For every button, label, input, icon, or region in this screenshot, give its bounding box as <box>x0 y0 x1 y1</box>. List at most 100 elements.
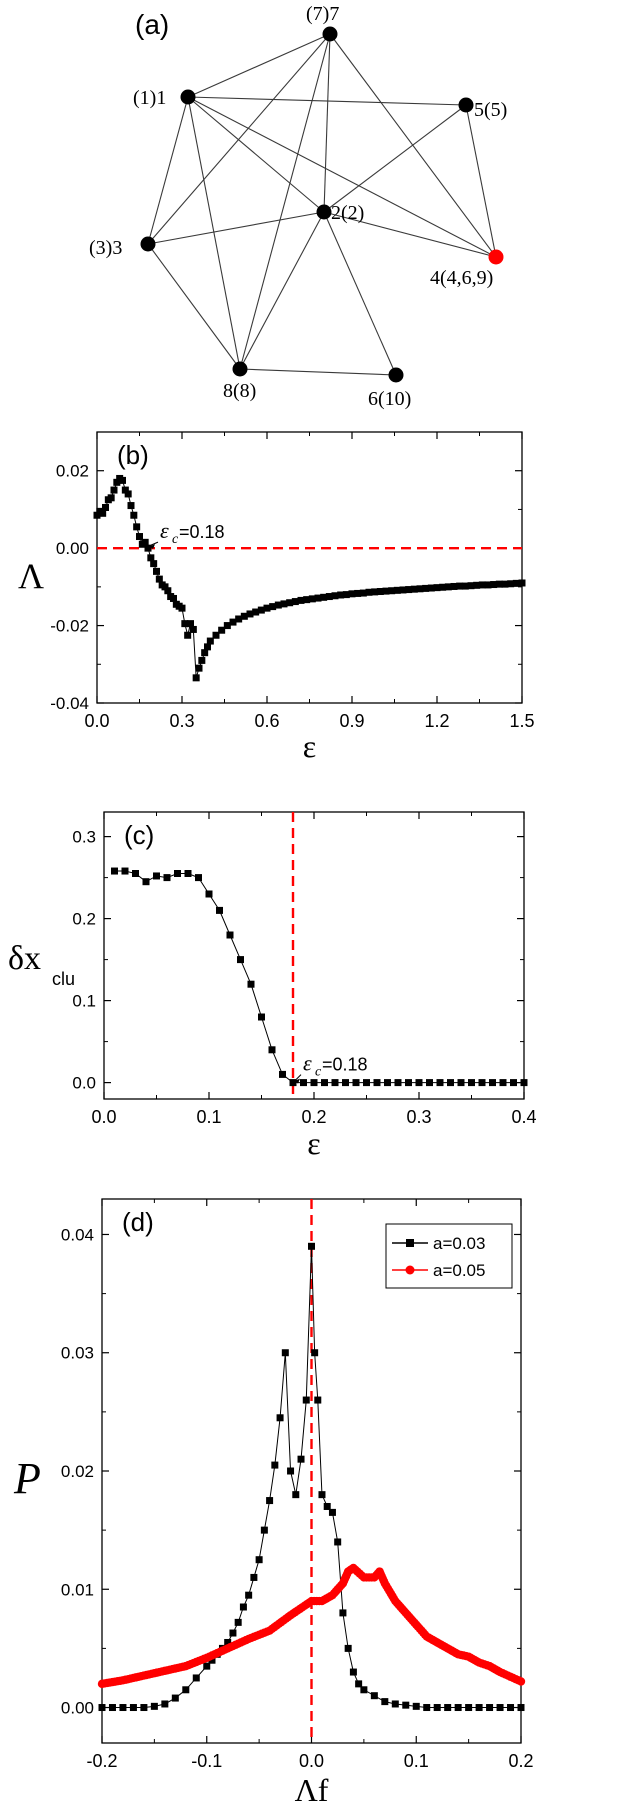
data-point <box>314 594 322 602</box>
data-point <box>224 1638 232 1646</box>
x-tick-label: 0.9 <box>339 711 364 731</box>
x-tick-label: 1.2 <box>424 711 449 731</box>
data-point <box>178 604 186 612</box>
annotation-arrow <box>150 541 159 546</box>
data-point <box>454 1704 462 1712</box>
y-tick-label: 0.1 <box>72 992 96 1011</box>
data-point <box>130 511 138 519</box>
data-point <box>171 1694 179 1702</box>
data-point <box>189 625 197 633</box>
data-point <box>363 1079 370 1087</box>
annotation-arrow <box>295 1074 302 1080</box>
data-point <box>245 1591 253 1599</box>
data-point <box>339 1609 347 1617</box>
legend: a=0.03 a=0.05 <box>385 1223 513 1289</box>
data-point <box>237 956 244 964</box>
data-point <box>184 870 192 877</box>
x-axis-label: ε <box>307 1125 320 1161</box>
data-point <box>99 509 107 517</box>
data-point <box>124 490 132 498</box>
data-point <box>195 664 203 672</box>
data-point <box>297 596 305 604</box>
data-point <box>132 870 139 877</box>
data-point <box>359 589 367 597</box>
data-point <box>287 1467 295 1475</box>
data-point <box>457 1079 465 1087</box>
data-point <box>257 606 265 614</box>
data-point <box>192 674 200 682</box>
data-point <box>415 1079 423 1087</box>
data-point <box>297 1455 305 1463</box>
legend-label: a=0.03 <box>433 1234 485 1253</box>
data-point <box>281 1349 289 1357</box>
data-point <box>447 1079 454 1087</box>
plot-frame <box>96 431 523 704</box>
data-point <box>121 486 129 494</box>
x-tick-label: 0.2 <box>508 1751 533 1771</box>
data-point <box>308 1242 315 1250</box>
network-node <box>140 236 156 252</box>
data-point <box>331 1079 339 1087</box>
data-point <box>274 601 282 609</box>
network-node <box>388 367 404 383</box>
panel-a-label: (a) <box>135 9 169 40</box>
data-point <box>192 1674 200 1682</box>
network-edge <box>323 211 497 258</box>
data-point <box>266 1497 274 1505</box>
data-point <box>110 486 118 494</box>
data-point <box>331 592 339 600</box>
x-tick-label: -0.2 <box>86 1751 117 1771</box>
annotation-arrowhead <box>295 1078 300 1084</box>
data-point <box>323 1502 331 1510</box>
x-tick-label: 0.0 <box>84 711 109 731</box>
data-point <box>520 1079 528 1087</box>
data-point <box>334 1538 342 1546</box>
data-point <box>258 1013 265 1021</box>
network-edge <box>239 368 397 376</box>
data-point <box>399 586 407 594</box>
data-point <box>314 1396 322 1404</box>
network-node-label: 2(2) <box>331 202 364 224</box>
data-point <box>98 1704 106 1712</box>
network-node <box>488 249 504 265</box>
data-point <box>384 1079 391 1087</box>
data-point <box>518 579 526 587</box>
data-point <box>129 1704 137 1712</box>
network-node-label: 8(8) <box>223 380 256 402</box>
data-point <box>467 582 475 590</box>
data-point <box>405 586 413 594</box>
data-point <box>260 1526 268 1534</box>
data-point <box>373 1079 381 1087</box>
data-point <box>276 1414 284 1422</box>
data-point <box>291 598 299 606</box>
x-tick-label: 0.3 <box>406 1107 431 1127</box>
data-point <box>499 1079 507 1087</box>
data-point <box>208 1656 216 1664</box>
panel-label: (b) <box>117 440 149 470</box>
network-edge <box>323 33 331 213</box>
data-point <box>342 1079 349 1087</box>
data-point <box>365 588 373 596</box>
data-point <box>119 476 126 484</box>
y-tick-label: 0.02 <box>61 1462 94 1481</box>
data-point <box>355 1680 363 1688</box>
network-node <box>180 89 196 105</box>
data-point <box>394 1079 402 1087</box>
data-point <box>218 626 226 634</box>
network-edge <box>465 104 497 258</box>
x-tick-label: 0.0 <box>299 1751 324 1771</box>
network-edge <box>323 104 467 213</box>
panel-b-lyapunov-chart: 0.0 0.3 0.6 0.9 1.2 1.5 -0.04 -0.02 0.00 0.02 (b) ε… <box>18 431 535 764</box>
data-point <box>478 1079 486 1087</box>
network-edge <box>147 96 189 245</box>
x-tick-label: 0.1 <box>404 1751 429 1771</box>
data-point <box>328 1508 336 1516</box>
y-tick-label: 0.2 <box>72 910 96 929</box>
network-edge <box>187 96 497 258</box>
data-point <box>113 478 121 486</box>
data-point <box>164 587 172 595</box>
data-point <box>352 1079 360 1087</box>
y-tick-label: 0.00 <box>61 1699 94 1718</box>
data-point <box>268 1046 276 1054</box>
